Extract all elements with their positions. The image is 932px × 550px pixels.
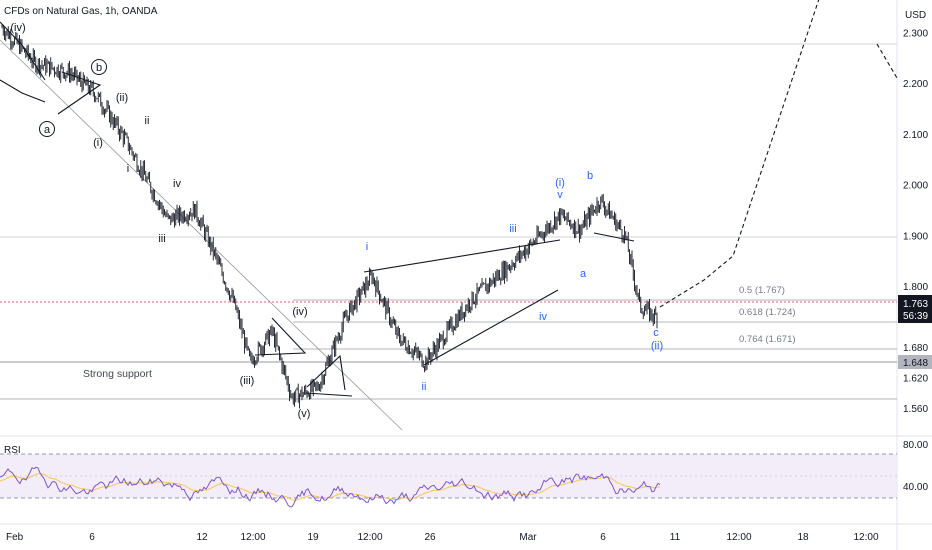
candle-series bbox=[1, 23, 658, 409]
rsi-tick-80: 80.00 bbox=[903, 440, 928, 451]
wave-label: iii bbox=[509, 223, 516, 235]
time-tick-label: 18 bbox=[797, 532, 809, 543]
time-tick-label: 12:00 bbox=[240, 532, 265, 543]
support-price-tag: 1.648 bbox=[898, 355, 932, 369]
time-tick-label: 6 bbox=[89, 532, 95, 543]
wave-label: b bbox=[96, 62, 102, 74]
wave-label: (iv) bbox=[292, 306, 307, 318]
fib-label-0764: 0.764 (1.671) bbox=[739, 334, 796, 345]
support-annotation: Strong support bbox=[83, 368, 152, 380]
price-tick-label: 1.620 bbox=[903, 373, 928, 384]
price-tick-label: 2.200 bbox=[903, 79, 928, 90]
time-tick-label: 11 bbox=[670, 532, 681, 543]
fib-levels: 0.5 (1.767) 0.618 (1.724) 0.764 (1.671) bbox=[293, 285, 897, 350]
fib-label-05: 0.5 (1.767) bbox=[739, 285, 785, 296]
current-price-tag: 1.763 56:39 bbox=[898, 295, 932, 323]
price-tick-label: 1.680 bbox=[903, 343, 928, 354]
wave-label: (ii) bbox=[116, 92, 128, 104]
wave-label: (iv) bbox=[10, 22, 25, 34]
fib-label-0618: 0.618 (1.724) bbox=[739, 307, 796, 318]
projection-path bbox=[659, 0, 820, 308]
chart-title: CFDs on Natural Gas, 1h, OANDA bbox=[4, 6, 158, 17]
wave-label: a bbox=[580, 268, 587, 280]
rsi-label: RSI bbox=[4, 445, 21, 456]
pattern-lines bbox=[0, 21, 635, 397]
rsi-ma-line bbox=[0, 472, 661, 501]
reference-lines bbox=[0, 43, 897, 400]
price-tick-label: 2.100 bbox=[903, 130, 928, 141]
price-tick-label: 1.800 bbox=[903, 282, 928, 293]
price-tick-label: 2.300 bbox=[903, 28, 928, 39]
price-tick-label: 2.000 bbox=[903, 181, 928, 192]
projection-path-2 bbox=[876, 43, 898, 79]
wave-label: (ii) bbox=[651, 340, 663, 352]
rsi-pane: RSI 80.00 40.00 bbox=[0, 440, 928, 508]
time-axis: Feb 6 12 12:00 19 12:00 26 Mar 6 11 12:00 18 12:00 bbox=[6, 532, 879, 543]
wave-label: iv bbox=[173, 178, 181, 190]
time-tick-label: 12 bbox=[196, 532, 208, 543]
wave-label: b bbox=[587, 170, 593, 182]
wave-label: i bbox=[127, 163, 129, 175]
time-tick-label: 12:00 bbox=[726, 532, 751, 543]
price-tick-label: 1.900 bbox=[903, 231, 928, 242]
time-tick-label: Mar bbox=[519, 532, 537, 543]
rsi-line bbox=[0, 466, 661, 508]
wave-label: ii bbox=[145, 115, 150, 127]
wave-label: (i) bbox=[93, 137, 103, 149]
time-tick-label: Feb bbox=[6, 532, 24, 543]
time-tick-label: 6 bbox=[600, 532, 606, 543]
rsi-band bbox=[0, 454, 897, 498]
wave-label: (i) bbox=[555, 177, 565, 189]
wave-label: (v) bbox=[298, 408, 311, 420]
wave-label: v bbox=[557, 189, 563, 201]
wave-label: i bbox=[366, 241, 368, 253]
diagonal-trendline bbox=[0, 39, 403, 431]
wave-label: iv bbox=[539, 311, 547, 323]
time-tick-label: 12:00 bbox=[853, 532, 878, 543]
wave-label: ii bbox=[422, 381, 427, 393]
support-price-value: 1.648 bbox=[903, 358, 928, 369]
current-price-value: 1.763 bbox=[903, 299, 928, 310]
black-wave-labels: (iv) a b (ii) ii (i) i iv iii (iii) (v) … bbox=[10, 22, 310, 420]
time-tick-label: 12:00 bbox=[357, 532, 382, 543]
blue-wave-labels: i iii (i) v b a iv ii c (ii) bbox=[366, 170, 663, 393]
countdown-value: 56:39 bbox=[903, 311, 928, 322]
price-tick-label: 1.560 bbox=[903, 404, 928, 415]
price-axis: 2.300 2.200 2.100 2.000 1.900 1.800 1.680 1.620… bbox=[903, 28, 928, 414]
wave-label: c bbox=[653, 327, 659, 339]
wave-label: a bbox=[44, 124, 51, 136]
currency-label: USD bbox=[905, 10, 926, 21]
time-tick-label: 26 bbox=[424, 532, 436, 543]
wave-label: (iii) bbox=[240, 375, 255, 387]
wave-label: iii bbox=[158, 233, 165, 245]
rsi-tick-40: 40.00 bbox=[903, 482, 928, 493]
time-tick-label: 19 bbox=[307, 532, 319, 543]
